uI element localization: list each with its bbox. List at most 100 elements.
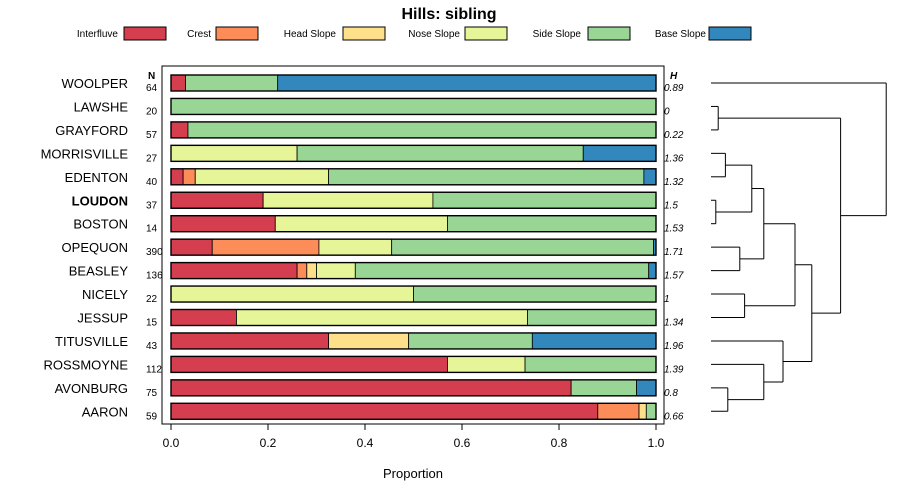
bar-segment-loudon-nose-slope — [262, 191, 434, 209]
n-label-edenton: 40 — [146, 177, 158, 188]
bar-outline-boston — [170, 214, 657, 233]
h-label-titusville: 1.96 — [664, 341, 684, 352]
n-label-morrisville: 27 — [146, 153, 158, 164]
category-label-boston: BOSTON — [73, 217, 128, 232]
h-label-loudon: 1.5 — [664, 200, 678, 211]
bar-segment-morrisville-side-slope — [296, 144, 584, 162]
h-label-jessup: 1.34 — [664, 318, 684, 329]
x-tick-label: 1.0 — [648, 436, 665, 450]
bar-segment-grayford-side-slope — [187, 121, 657, 139]
bar-outline-aaron — [170, 402, 657, 420]
bar-segment-edenton-interfluve — [170, 168, 184, 186]
bar-segment-aaron-crest — [597, 402, 640, 420]
bar-segment-boston-side-slope — [447, 215, 657, 233]
bar-segment-rossmoyne-side-slope — [524, 355, 657, 373]
h-label-woolper: 0.89 — [664, 83, 684, 94]
bar-row-boston — [170, 214, 657, 233]
category-label-morrisville: MORRISVILLE — [41, 146, 129, 161]
bar-segment-edenton-base-slope — [643, 168, 657, 186]
category-label-opequon: OPEQUON — [62, 240, 128, 255]
bar-segment-beasley-crest — [296, 262, 308, 280]
legend-swatch-nose-slope — [464, 26, 508, 41]
category-label-jessup: JESSUP — [77, 311, 128, 326]
h-label-rossmoyne: 1.39 — [664, 364, 684, 375]
bar-row-grayford — [170, 121, 657, 139]
category-labels: WOOLPER LAWSHE GRAYFORD MORRISVILLE EDENTON L… — [41, 76, 129, 419]
bar-segment-titusville-base-slope — [531, 332, 657, 350]
category-label-grayford: GRAYFORD — [55, 123, 128, 138]
bar-segment-morrisville-base-slope — [582, 144, 657, 162]
category-label-lawshe: LAWSHE — [74, 99, 129, 114]
bar-segment-grayford-interfluve — [170, 121, 189, 139]
bar-segment-morrisville-nose-slope — [170, 144, 298, 162]
n-column-header: N — [148, 71, 155, 82]
bar-segment-nicely-nose-slope — [170, 285, 414, 303]
legend-label-crest: Crest — [187, 29, 211, 40]
bar-segment-beasley-side-slope — [354, 262, 650, 280]
bar-segment-edenton-crest — [182, 168, 196, 186]
n-label-boston: 14 — [146, 224, 158, 235]
h-label-avonburg: 0.8 — [664, 388, 678, 399]
category-label-loudon: LOUDON — [72, 193, 128, 208]
bar-outline-avonburg — [170, 379, 657, 397]
bar-row-edenton — [170, 168, 657, 186]
bar-segment-loudon-interfluve — [170, 191, 264, 209]
bar-outline-rossmoyne — [170, 355, 657, 374]
bar-outline-edenton — [170, 168, 657, 186]
bar-outline-morrisville — [170, 144, 657, 163]
legend: Interfluve Crest Head Slope Nose Slope Side … — [77, 26, 752, 41]
n-label-lawshe: 20 — [146, 106, 158, 117]
n-label-nicely: 22 — [146, 294, 158, 305]
bar-row-titusville — [170, 332, 657, 350]
h-label-lawshe: 0 — [664, 106, 670, 117]
h-label-boston: 1.53 — [664, 224, 684, 235]
category-label-beasley: BEASLEY — [69, 264, 129, 279]
n-label-grayford: 57 — [146, 130, 158, 141]
legend-swatch-crest — [215, 26, 259, 41]
x-tick-label: 0.2 — [260, 436, 277, 450]
bar-row-lawshe — [170, 97, 657, 116]
n-label-woolper: 64 — [146, 83, 158, 94]
bar-outline-woolper — [170, 74, 657, 92]
chart-title: Hills: sibling — [401, 6, 496, 23]
category-label-rossmoyne: ROSSMOYNE — [43, 357, 128, 372]
n-label-rossmoyne: 112 — [146, 364, 162, 375]
x-tick-label: 0.6 — [454, 436, 471, 450]
n-label-titusville: 43 — [146, 341, 158, 352]
legend-label-interfluve: Interfluve — [77, 29, 119, 40]
plot-frame — [161, 65, 665, 425]
bar-segment-titusville-side-slope — [408, 332, 533, 350]
n-label-opequon: 390 — [146, 247, 163, 258]
bar-segment-lawshe-side-slope — [170, 98, 657, 115]
bar-outline-loudon — [170, 191, 657, 209]
dendrogram — [711, 82, 887, 412]
bar-row-nicely — [170, 285, 657, 303]
category-label-titusville: TITUSVILLE — [55, 334, 128, 349]
legend-swatch-interfluve — [123, 26, 167, 41]
bar-segment-boston-interfluve — [170, 215, 276, 233]
bar-row-morrisville — [170, 144, 657, 163]
n-labels: 64 20 57 27 40 37 14 390 136 22 15 43 112 75 59 — [146, 83, 163, 422]
x-axis-label: Proportion — [383, 466, 443, 481]
bars-group — [170, 74, 657, 420]
bar-segment-titusville-interfluve — [170, 332, 330, 350]
h-column-header: H — [670, 71, 678, 82]
x-tick-label: 0.8 — [551, 436, 568, 450]
n-label-aaron: 59 — [146, 411, 158, 422]
bar-segment-jessup-nose-slope — [236, 309, 528, 326]
bar-segment-opequon-nose-slope — [318, 238, 393, 256]
bar-segment-nicely-side-slope — [413, 285, 657, 303]
bar-segment-titusville-head-slope — [328, 332, 410, 350]
n-label-beasley: 136 — [146, 271, 163, 282]
legend-swatch-base-slope — [708, 26, 752, 41]
bar-segment-aaron-interfluve — [170, 402, 599, 420]
h-label-beasley: 1.57 — [664, 271, 684, 282]
n-label-loudon: 37 — [146, 200, 158, 211]
bar-segment-beasley-nose-slope — [316, 262, 356, 280]
x-tick-label: 0.4 — [357, 436, 374, 450]
legend-swatch-head-slope — [342, 26, 386, 41]
bar-segment-rossmoyne-interfluve — [170, 355, 448, 373]
legend-label-nose-slope: Nose Slope — [408, 29, 460, 40]
bar-segment-avonburg-side-slope — [570, 379, 637, 397]
